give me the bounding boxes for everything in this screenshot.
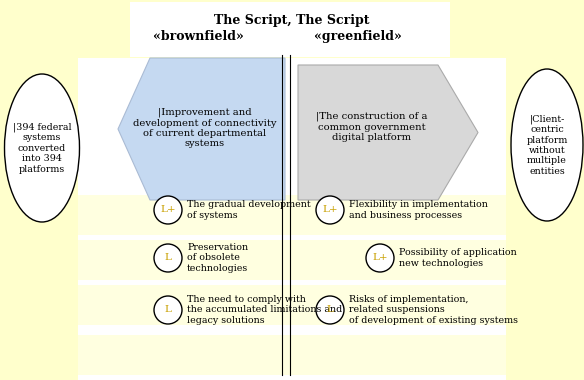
Circle shape — [366, 244, 394, 272]
Polygon shape — [298, 65, 478, 200]
Text: |The construction of a
common government
digital platform: |The construction of a common government… — [317, 112, 427, 142]
Polygon shape — [118, 58, 285, 200]
Text: L+: L+ — [372, 253, 388, 263]
Text: The Script, The Script: The Script, The Script — [214, 14, 370, 27]
Text: «brownfield»: «brownfield» — [152, 30, 244, 43]
Bar — [0, 285, 584, 325]
Bar — [0, 0, 78, 380]
Text: L: L — [165, 253, 172, 263]
Text: L+: L+ — [322, 206, 338, 214]
Circle shape — [316, 296, 344, 324]
Bar — [0, 240, 584, 280]
Text: L: L — [165, 306, 172, 315]
Text: The gradual development
of systems: The gradual development of systems — [187, 200, 311, 220]
Circle shape — [154, 196, 182, 224]
Text: Preservation
of obsolete
technologies: Preservation of obsolete technologies — [187, 243, 248, 273]
Circle shape — [154, 296, 182, 324]
Circle shape — [316, 196, 344, 224]
Bar — [78, 0, 506, 58]
Text: L+: L+ — [160, 206, 176, 214]
Text: |Improvement and
development of connectivity
of current departmental
systems: |Improvement and development of connecti… — [133, 108, 277, 148]
Bar — [0, 195, 584, 235]
Text: |Client-
centric
platform
without
multiple
entities: |Client- centric platform without multip… — [526, 114, 568, 176]
Bar — [130, 2, 450, 57]
Text: Possibility of application
new technologies: Possibility of application new technolog… — [399, 248, 517, 268]
Ellipse shape — [5, 74, 79, 222]
Text: «greenfield»: «greenfield» — [314, 30, 402, 43]
Bar — [506, 0, 584, 380]
Text: |394 federal
systems
converted
into 394
platforms: |394 federal systems converted into 394 … — [13, 122, 71, 174]
Text: The need to comply with
the accumulated limitations and
legacy solutions: The need to comply with the accumulated … — [187, 295, 342, 325]
Circle shape — [154, 244, 182, 272]
Ellipse shape — [511, 69, 583, 221]
Text: L: L — [326, 306, 333, 315]
Text: Flexibility in implementation
and business processes: Flexibility in implementation and busine… — [349, 200, 488, 220]
Bar — [0, 335, 584, 375]
Text: Risks of implementation,
related suspensions
of development of existing systems: Risks of implementation, related suspens… — [349, 295, 518, 325]
